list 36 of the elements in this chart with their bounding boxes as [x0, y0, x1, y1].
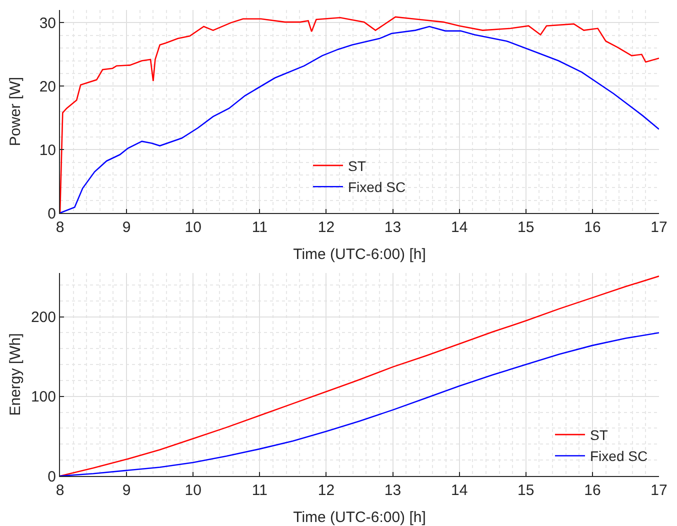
line-series — [60, 276, 659, 476]
x-tick-label: 12 — [318, 219, 335, 236]
x-tick-label: 10 — [184, 219, 202, 236]
x-tick-label: 12 — [318, 482, 335, 499]
x-tick-label: 17 — [650, 219, 668, 236]
y-tick-label: 10 — [39, 142, 56, 159]
x-axis-title: Time (UTC-6:00) [h] — [293, 246, 426, 263]
x-tick-label: 15 — [518, 219, 534, 236]
x-tick-label: 17 — [650, 482, 668, 499]
y-tick-label: 0 — [48, 468, 56, 486]
y-tick-label: 100 — [30, 388, 56, 406]
y-axis-title: Power [W] — [7, 76, 24, 146]
x-axis-title: Time (UTC-6:00) [h] — [293, 509, 426, 526]
x-tick-label: 10 — [184, 482, 202, 499]
x-tick-label: 15 — [518, 482, 534, 499]
legend-label: Fixed SC — [590, 448, 648, 464]
x-tick-label: 8 — [56, 219, 64, 236]
legend-label: ST — [348, 158, 366, 174]
y-tick-label: 20 — [39, 78, 56, 96]
x-tick-label: 11 — [252, 482, 268, 499]
y-axis-title: Energy [Wh] — [7, 333, 24, 416]
x-tick-label: 16 — [584, 219, 601, 236]
legend-label: Fixed SC — [348, 179, 406, 196]
x-tick-label: 8 — [56, 482, 64, 499]
x-tick-label: 14 — [450, 219, 468, 236]
x-tick-label: 14 — [450, 482, 468, 499]
x-tick-label: 13 — [384, 482, 402, 499]
x-tick-label: 11 — [252, 219, 268, 236]
x-tick-label: 9 — [122, 219, 131, 236]
x-tick-label: 9 — [122, 482, 131, 499]
x-tick-label: 16 — [584, 482, 601, 499]
legend-label: ST — [590, 427, 608, 443]
y-tick-label: 30 — [39, 14, 56, 32]
x-tick-label: 13 — [384, 219, 402, 236]
y-tick-label: 0 — [48, 205, 56, 222]
y-tick-label: 200 — [30, 309, 56, 326]
